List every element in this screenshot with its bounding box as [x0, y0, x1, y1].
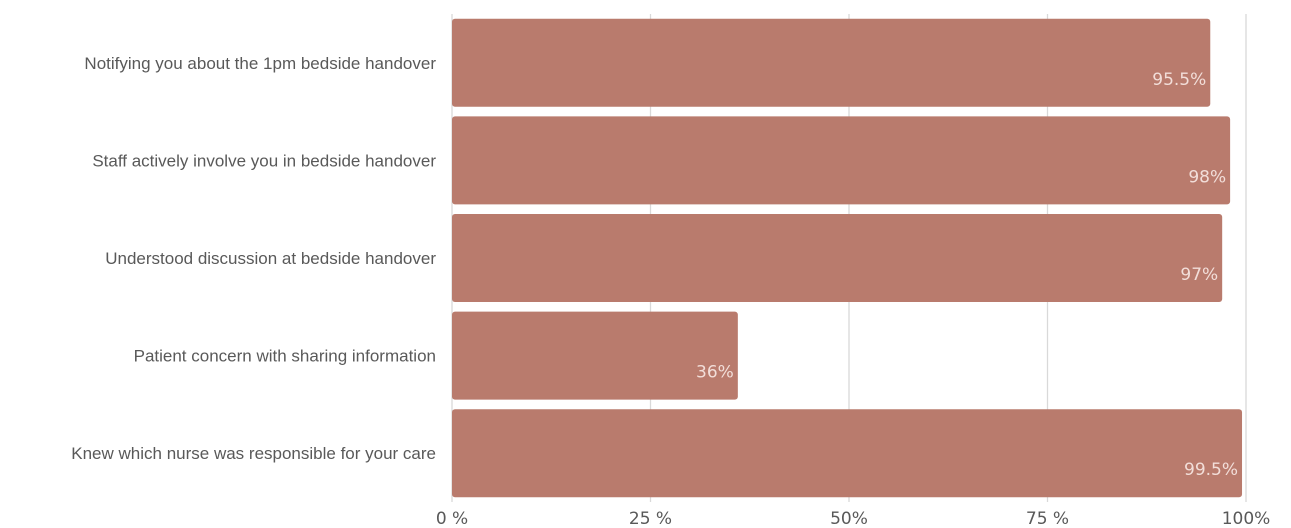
x-tick-label-0: 0 % [436, 509, 468, 528]
category-label-4: Patient concern with sharing information [134, 347, 436, 366]
value-label-2: 98% [1188, 167, 1226, 187]
bar-4 [452, 311, 738, 400]
x-tick-label-25: 25 % [629, 509, 672, 528]
value-label-3: 97% [1180, 265, 1218, 285]
x-tick-label-75: 75 % [1026, 509, 1069, 528]
category-label-1: Notifying you about the 1pm bedside hand… [84, 54, 436, 73]
bar-5 [452, 409, 1243, 498]
category-label-3: Understood discussion at bedside handove… [105, 249, 436, 268]
value-labels: 95.5% 98% 97% 36% 99.5% [696, 70, 1238, 480]
x-axis-tick-labels: 0 % 25 % 50% 75 % 100% [436, 509, 1270, 528]
value-label-4: 36% [696, 363, 734, 383]
bars [452, 18, 1243, 498]
category-label-5: Knew which nurse was responsible for you… [71, 444, 436, 463]
x-tick-label-100: 100% [1222, 509, 1271, 528]
bar-2 [452, 116, 1231, 205]
category-labels: Notifying you about the 1pm bedside hand… [71, 54, 436, 463]
value-label-1: 95.5% [1152, 70, 1206, 90]
x-tick-label-50: 50% [830, 509, 868, 528]
bar-3 [452, 214, 1223, 302]
bar-1 [452, 18, 1211, 107]
value-label-5: 99.5% [1184, 460, 1238, 480]
category-label-2: Staff actively involve you in bedside ha… [92, 151, 436, 170]
